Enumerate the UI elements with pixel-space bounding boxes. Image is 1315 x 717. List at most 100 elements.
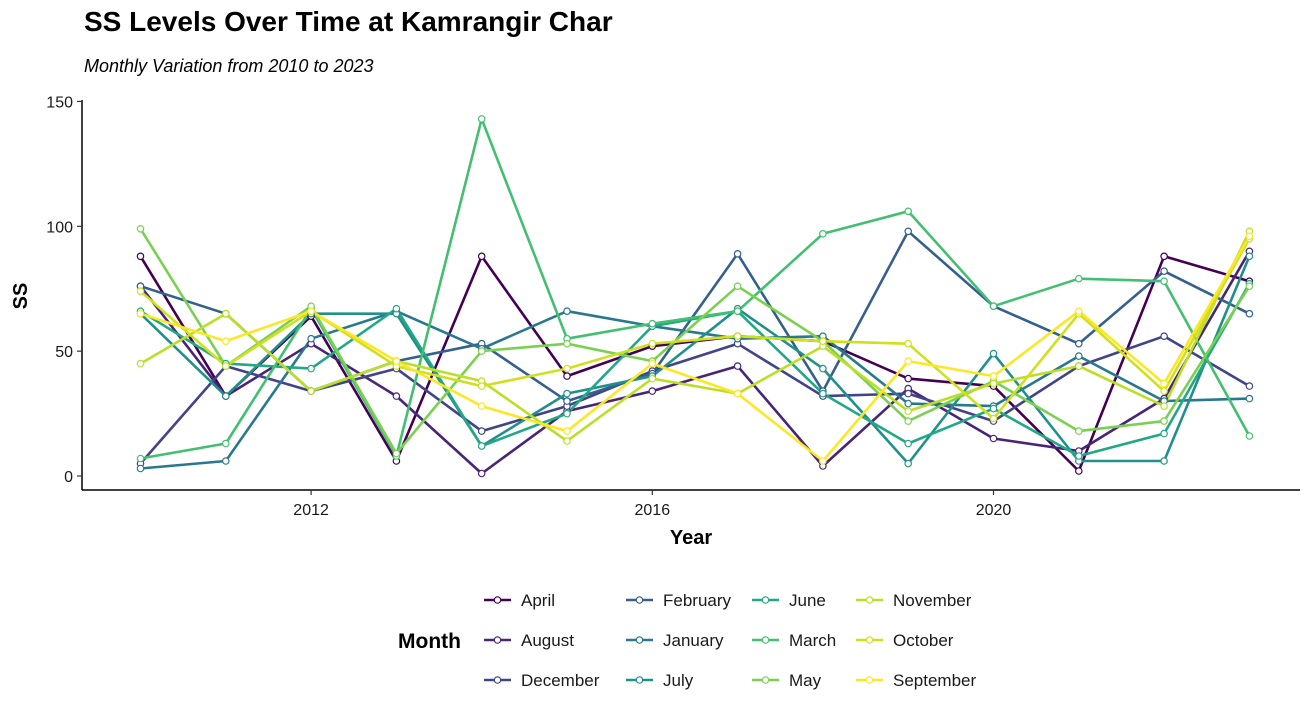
data-point-july (1160, 457, 1168, 465)
legend-swatch-point (493, 676, 502, 684)
data-point-march (1160, 277, 1168, 286)
legend-item-april: April (484, 591, 555, 610)
data-point-may (392, 449, 401, 458)
data-point-may (477, 347, 486, 355)
data-point-january (904, 399, 913, 408)
data-point-july (222, 392, 230, 400)
x-axis-title: Year (670, 527, 712, 549)
data-point-september (392, 357, 401, 365)
data-point-april (904, 374, 913, 383)
data-point-june (904, 439, 913, 448)
data-point-july (989, 349, 998, 358)
data-point-september (563, 427, 571, 435)
series-lines (139, 117, 1251, 475)
data-point-october (904, 339, 913, 348)
data-point-october (1160, 387, 1168, 395)
x-tick-label: 2020 (976, 502, 1012, 519)
data-point-november (1075, 362, 1083, 370)
data-point-november (648, 374, 657, 383)
data-point-february (1160, 267, 1168, 276)
data-point-may (1160, 417, 1168, 425)
data-point-september (648, 359, 657, 368)
legend-swatch-point (493, 596, 502, 604)
series-line-november (139, 230, 1251, 443)
chart-subtitle: Monthly Variation from 2010 to 2023 (84, 56, 374, 76)
data-point-august (392, 392, 401, 400)
series-line-march (140, 117, 1251, 460)
data-point-february (733, 250, 742, 258)
data-point-may (1245, 282, 1254, 291)
data-point-february (904, 227, 913, 236)
legend: Month April August December February January… (398, 591, 976, 690)
data-point-september (989, 372, 998, 380)
data-point-august (733, 362, 742, 370)
data-point-august (989, 434, 998, 443)
data-point-april (477, 252, 486, 261)
legend-label: May (789, 671, 822, 690)
data-point-april (563, 372, 571, 380)
legend-item-february: February (626, 591, 732, 610)
legend-swatch-point (865, 676, 874, 684)
data-point-september (222, 337, 230, 346)
legend-label: September (893, 671, 976, 690)
legend-item-may: May (752, 671, 822, 690)
legend-swatch-point (761, 676, 770, 684)
legend-label: January (663, 631, 724, 650)
data-point-march (904, 207, 913, 216)
y-tick-label: 100 (46, 219, 73, 236)
legend-label: November (893, 591, 972, 610)
legend-item-june: June (752, 591, 826, 610)
data-point-october (819, 337, 827, 346)
y-tick-label: 50 (55, 344, 73, 361)
data-point-april (1160, 252, 1168, 261)
data-point-february (563, 397, 571, 405)
data-point-june (819, 389, 827, 398)
legend-label: July (663, 671, 694, 690)
legend-item-january: January (626, 631, 724, 650)
legend-item-march: March (752, 631, 836, 650)
legend-swatch-point (635, 676, 644, 684)
series-line-october (139, 238, 1251, 420)
data-point-december (477, 427, 486, 435)
legend-swatch-point (865, 636, 874, 644)
data-point-november (136, 359, 145, 368)
legend-item-december: December (484, 671, 600, 690)
y-tick-label: 150 (46, 94, 73, 111)
data-point-april (136, 252, 145, 261)
axes: 0 50 100 150 2012 2016 2020 (46, 94, 1300, 519)
series-line-september (140, 235, 1251, 463)
legend-label: August (521, 631, 574, 650)
legend-label: February (663, 591, 732, 610)
data-point-june (1160, 429, 1168, 438)
data-point-june (563, 409, 571, 418)
data-point-september (1075, 307, 1083, 316)
data-point-july (904, 459, 913, 468)
data-point-march (1245, 432, 1254, 440)
y-tick-label: 0 (64, 469, 73, 486)
data-point-august (648, 387, 657, 395)
legend-swatch-point (761, 596, 770, 604)
data-point-january (1245, 394, 1254, 403)
data-point-march (1075, 274, 1083, 283)
data-point-december (1160, 332, 1168, 341)
legend-swatch-point (635, 596, 644, 604)
data-point-december (1245, 382, 1254, 390)
legend-label: March (789, 631, 836, 650)
series-line-december (139, 334, 1251, 465)
series-line-august (139, 250, 1251, 475)
legend-title: Month (398, 630, 461, 653)
legend-item-july: July (626, 671, 694, 690)
data-point-september (733, 389, 742, 398)
data-point-march (222, 439, 230, 448)
series-line-may (139, 228, 1251, 455)
data-point-march (989, 302, 998, 311)
data-point-september (1160, 379, 1168, 388)
legend-item-august: August (484, 631, 574, 650)
legend-label: June (789, 591, 826, 610)
data-point-may (733, 282, 742, 291)
legend-item-september: September (856, 671, 976, 690)
legend-swatch-point (635, 636, 644, 644)
data-point-october (136, 287, 145, 296)
data-point-january (136, 464, 145, 473)
